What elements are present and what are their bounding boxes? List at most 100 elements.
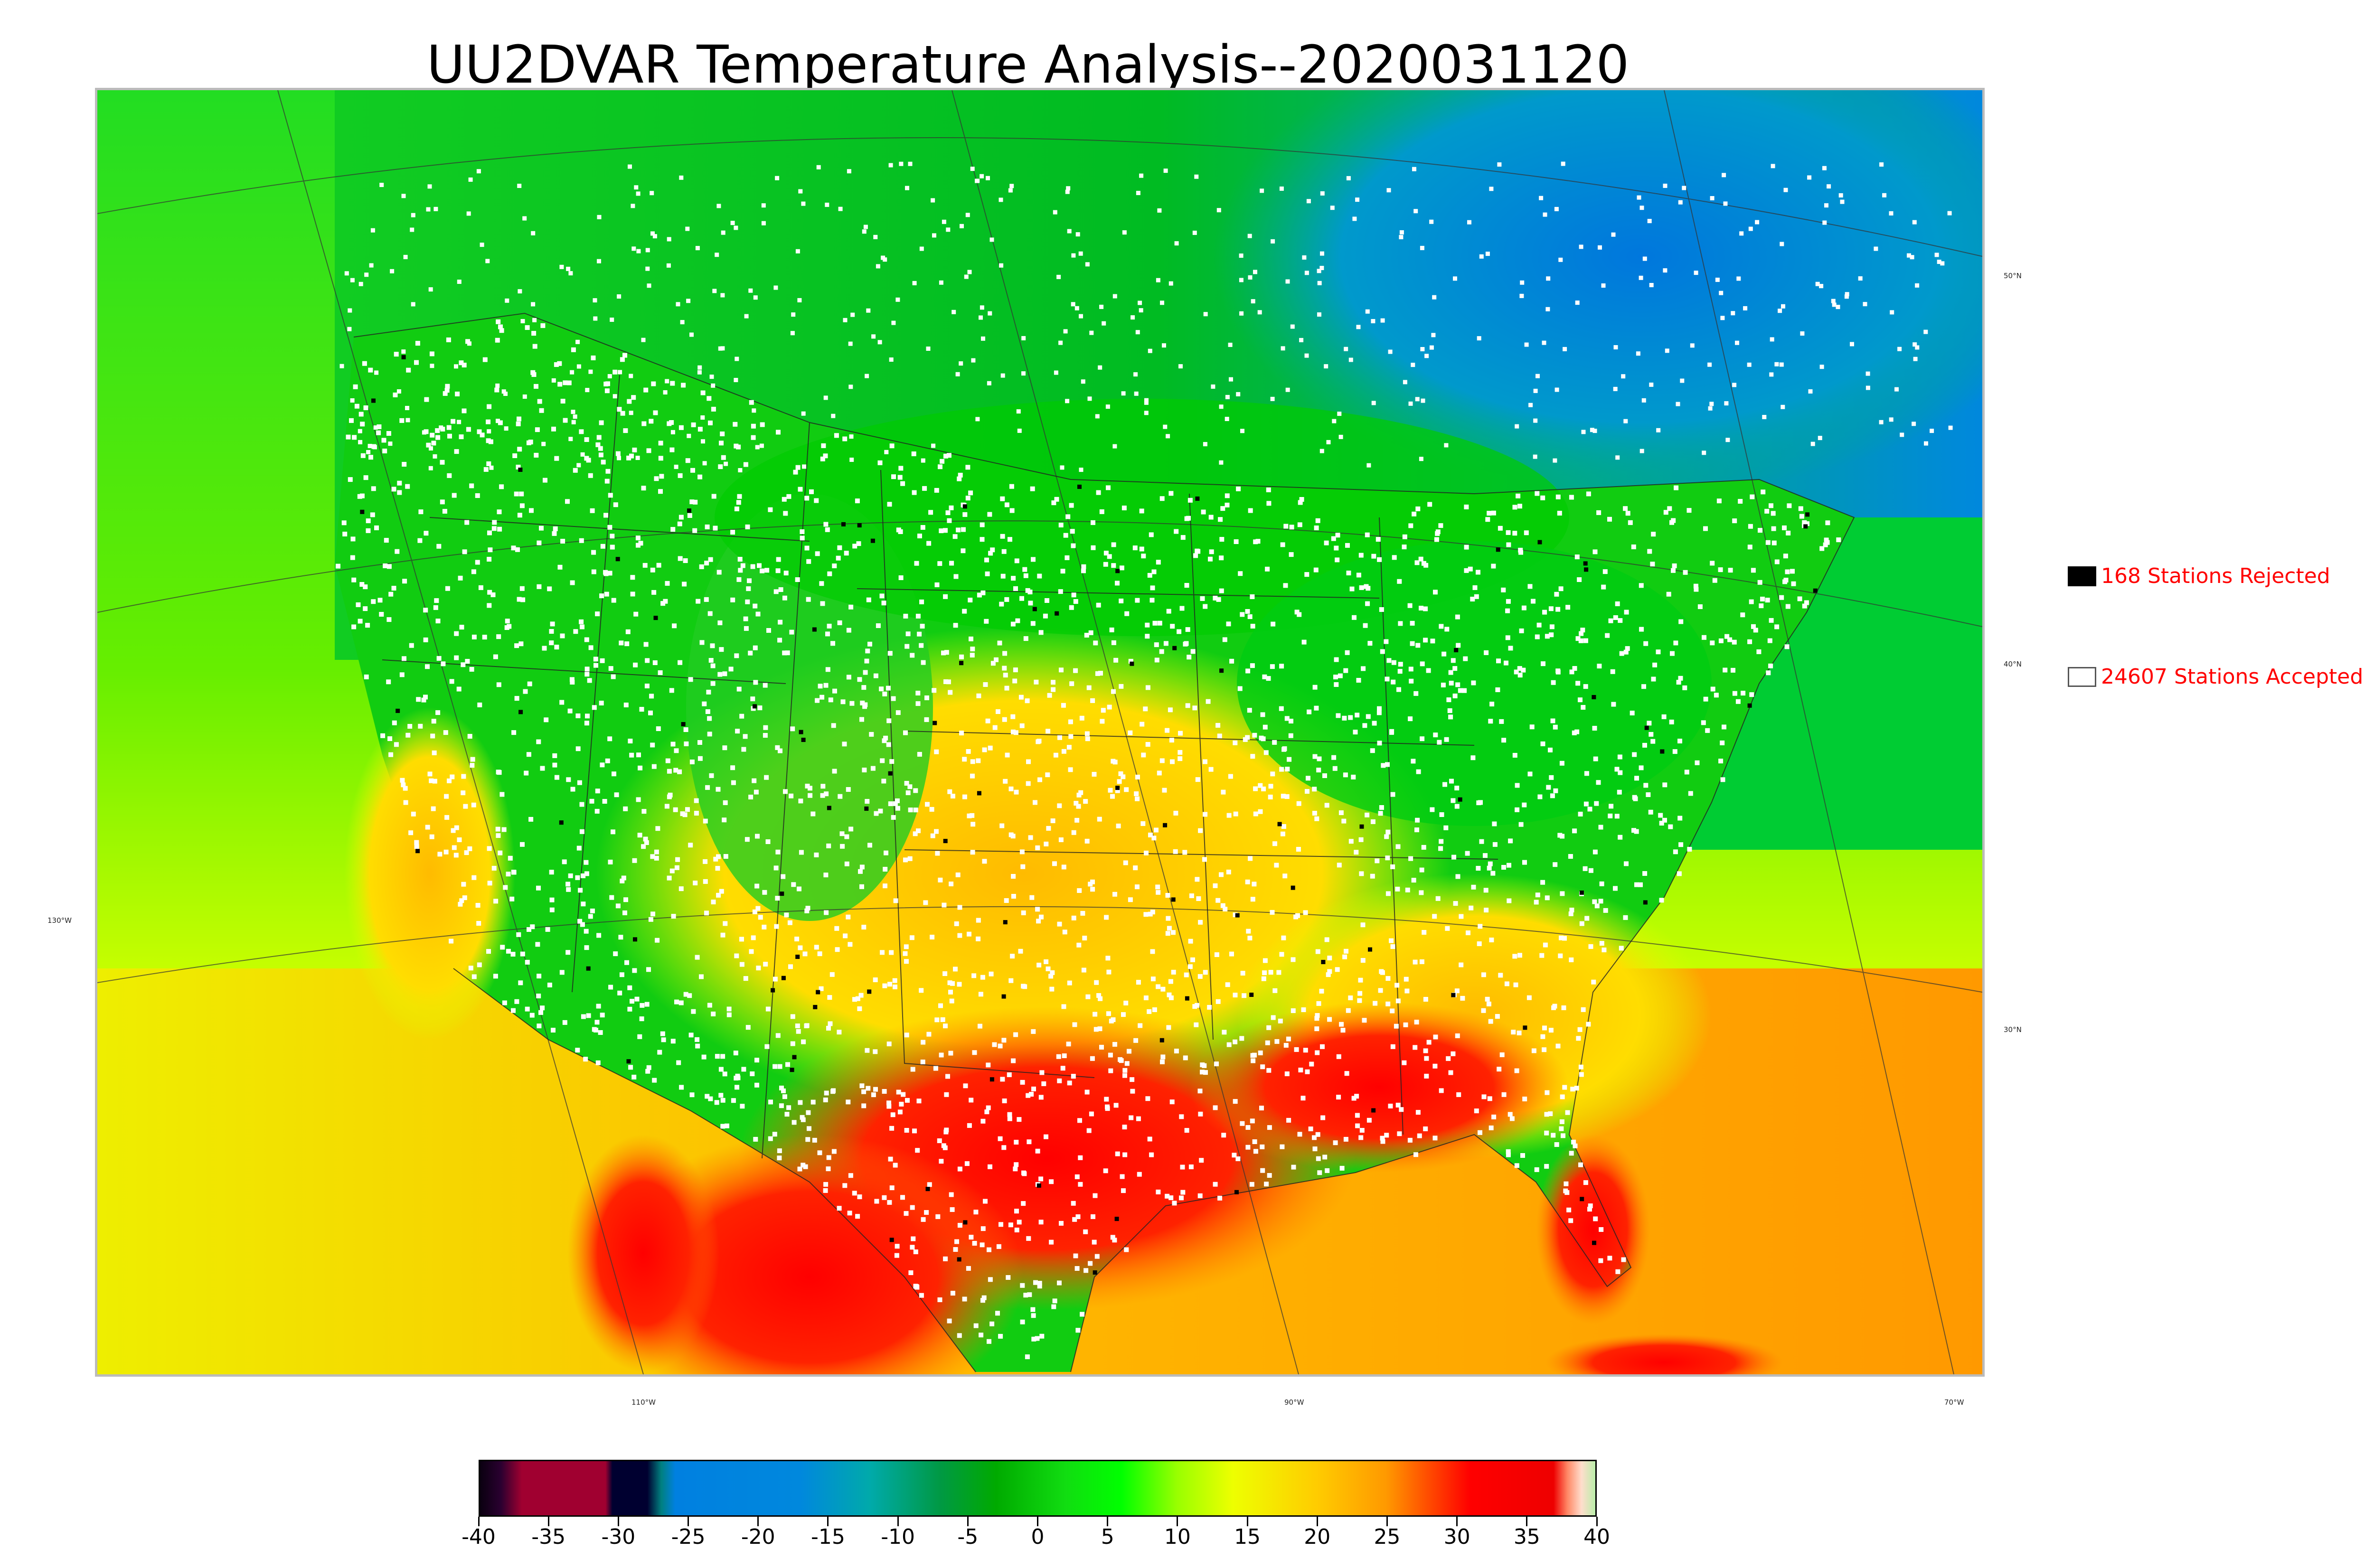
station-accepted [1535,491,1540,496]
station-accepted [979,315,983,320]
station-accepted [795,249,800,254]
station-accepted [824,791,829,797]
colorbar-tick-label: -30 [601,1525,636,1549]
station-accepted [1478,800,1483,805]
station-accepted [744,837,750,842]
station-accepted [1549,632,1554,638]
station-accepted [1456,643,1461,648]
station-accepted [1668,824,1673,829]
station-accepted [1076,804,1081,809]
station-accepted [1031,1029,1036,1034]
station-accepted [1207,1005,1212,1010]
station-accepted [1051,1304,1056,1309]
station-accepted [1247,708,1252,713]
station-accepted [629,752,634,758]
station-accepted [1121,506,1127,510]
station-accepted [743,616,748,621]
station-accepted [488,439,493,444]
station-accepted [1027,1292,1032,1297]
station-accepted [607,571,612,576]
station-accepted [1248,856,1253,861]
station-accepted [1014,1209,1019,1214]
station-accepted [1297,522,1302,527]
station-accepted [1910,255,1914,260]
station-accepted [1531,1048,1536,1053]
station-accepted [1670,651,1675,656]
station-accepted [554,775,559,780]
station-accepted [660,601,666,606]
station-accepted [464,850,469,855]
station-accepted [1163,641,1168,646]
station-rejected [795,955,800,959]
station-accepted [999,601,1004,607]
station-accepted [1020,1283,1025,1288]
station-accepted [594,808,600,814]
station-accepted [1492,842,1498,847]
station-accepted [1771,526,1776,531]
station-accepted [1090,887,1095,892]
station-accepted [790,726,795,732]
station-accepted [820,601,825,606]
station-accepted [711,494,716,499]
station-accepted [887,651,893,656]
station-accepted [1617,789,1622,795]
station-accepted [539,526,544,531]
station-accepted [903,730,908,735]
station-accepted [743,976,748,981]
station-accepted [823,395,828,400]
station-accepted [1527,584,1533,589]
station-accepted [1471,680,1476,685]
station-accepted [566,380,572,385]
station-accepted [1075,1214,1081,1219]
station-accepted [860,700,865,705]
station-accepted [417,538,423,543]
station-accepted [1079,468,1083,472]
station-accepted [1520,1153,1525,1158]
station-accepted [1122,1152,1128,1157]
station-accepted [874,1199,879,1204]
station-accepted [739,962,744,967]
station-accepted [799,850,804,855]
station-accepted [1247,614,1253,619]
station-accepted [1559,935,1564,940]
station-accepted [1464,568,1469,573]
station-accepted [1663,183,1667,188]
station-accepted [980,1226,986,1231]
station-accepted [557,564,563,570]
station-accepted [720,1124,725,1129]
station-accepted [1136,1116,1141,1121]
station-accepted [730,221,735,225]
temperature-map[interactable] [95,88,1985,1377]
station-rejected [1172,646,1177,650]
station-accepted [409,643,414,648]
station-accepted [1735,340,1739,345]
station-accepted [565,882,571,887]
station-accepted [1485,996,1490,1002]
station-accepted [1281,935,1286,940]
station-accepted [1594,801,1599,806]
station-accepted [639,707,644,712]
station-accepted [820,784,826,789]
station-accepted [972,1241,977,1246]
station-accepted [581,873,586,878]
station-accepted [573,468,578,473]
station-accepted [1128,897,1133,902]
station-accepted [948,690,953,695]
station-accepted [641,844,646,849]
station-accepted [1731,667,1735,673]
station-accepted [1184,641,1189,646]
station-accepted [797,1166,802,1172]
station-accepted [1115,788,1120,793]
station-accepted [1412,167,1416,171]
station-accepted [1168,995,1174,1000]
station-accepted [1677,739,1682,743]
station-accepted [496,682,501,687]
station-accepted [356,602,361,607]
station-accepted [926,347,931,351]
station-accepted [1046,826,1051,831]
station-accepted [1379,607,1384,612]
station-accepted [1250,1118,1255,1124]
station-accepted [414,844,419,849]
station-accepted [908,1270,914,1275]
station-accepted [542,646,547,651]
